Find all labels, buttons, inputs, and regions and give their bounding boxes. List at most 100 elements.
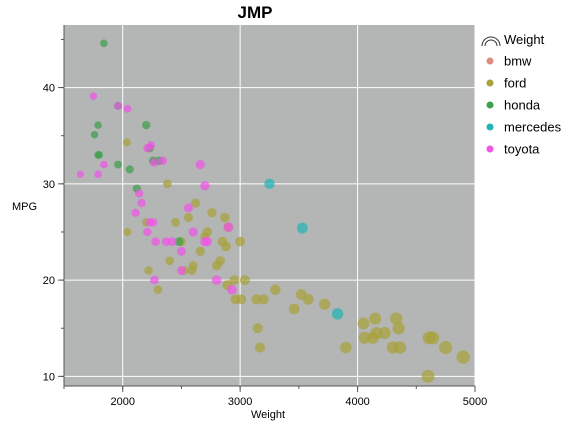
legend-swatch-mercedes (486, 123, 494, 131)
data-point-mercedes (264, 178, 275, 190)
legend-swatch-bmw (486, 57, 494, 65)
data-point-ford (153, 285, 163, 295)
data-point-toyota (137, 198, 146, 208)
data-point-ford (239, 275, 250, 286)
data-point-honda (90, 130, 99, 139)
data-point-ford (144, 266, 153, 275)
data-point-toyota (188, 227, 198, 237)
data-point-ford (252, 323, 263, 334)
data-point-toyota (123, 104, 132, 113)
data-point-toyota (100, 160, 108, 169)
data-point-ford (319, 298, 331, 310)
x-tick-label: 4000 (345, 396, 369, 408)
legend-size-title: Weight (504, 32, 545, 47)
data-point-ford (421, 369, 435, 383)
data-point-ford (215, 256, 225, 266)
y-tick-label: 20 (43, 275, 55, 287)
data-point-ford (188, 261, 198, 271)
legend-label-honda: honda (504, 98, 541, 113)
data-points (76, 39, 471, 383)
data-point-toyota (183, 203, 193, 213)
data-point-honda (100, 39, 108, 48)
data-point-toyota (195, 159, 205, 170)
data-point-ford (195, 246, 205, 256)
data-point-honda (94, 121, 102, 129)
data-point-toyota (200, 236, 210, 247)
data-point-ford (439, 340, 453, 355)
data-point-toyota (150, 275, 159, 285)
data-point-toyota (149, 218, 158, 227)
data-point-toyota (114, 101, 122, 110)
data-point-ford (378, 326, 391, 340)
data-point-ford (207, 208, 217, 218)
data-point-ford (369, 312, 382, 325)
data-point-toyota (135, 189, 144, 198)
chart-title: JMP (238, 3, 273, 22)
data-point-ford (221, 241, 231, 252)
data-point-ford (426, 331, 440, 345)
data-point-ford (255, 342, 266, 353)
data-point-ford (162, 179, 172, 189)
data-point-ford (251, 294, 262, 305)
data-point-ford (165, 256, 175, 266)
data-point-mercedes (296, 222, 308, 234)
legend-label-mercedes: mercedes (504, 120, 562, 135)
data-point-ford (229, 275, 240, 285)
x-tick-label: 3000 (228, 396, 252, 408)
legend-label-ford: ford (504, 76, 526, 91)
y-tick-label: 30 (43, 179, 55, 191)
data-point-mercedes (331, 308, 344, 320)
data-point-toyota (227, 284, 237, 295)
data-point-ford (235, 236, 246, 247)
legend-label-toyota: toyota (504, 142, 540, 157)
legend-size-icon (481, 36, 501, 47)
x-tick-label: 2000 (110, 396, 134, 408)
data-point-ford (358, 331, 371, 344)
plot-area (64, 25, 475, 386)
data-point-ford (123, 227, 132, 236)
data-point-ford (340, 341, 352, 354)
data-point-toyota (158, 156, 167, 166)
legend-swatch-ford (486, 79, 494, 87)
legend: Weight bmw ford honda mercedes toyota (481, 32, 562, 157)
data-point-ford (456, 350, 471, 364)
data-point-toyota (143, 144, 152, 153)
data-point-ford (202, 227, 212, 237)
data-point-ford (171, 217, 180, 227)
data-point-honda (142, 120, 151, 130)
data-point-ford (220, 212, 230, 223)
data-point-toyota (211, 275, 222, 285)
data-point-toyota (94, 170, 102, 178)
y-tick-label: 10 (43, 371, 55, 383)
data-point-toyota (167, 237, 177, 246)
data-point-honda (114, 160, 122, 169)
x-axis-label: Weight (251, 409, 285, 421)
legend-swatch-toyota (486, 145, 494, 153)
data-point-toyota (223, 222, 234, 232)
data-point-toyota (176, 266, 186, 275)
data-point-toyota (150, 158, 159, 167)
data-point-toyota (143, 227, 152, 237)
y-axis-label: MPG (12, 201, 37, 213)
data-point-honda (94, 151, 102, 159)
x-tick-label: 5000 (463, 396, 487, 408)
data-point-ford (357, 317, 370, 330)
data-point-ford (236, 294, 247, 305)
axes: 2000 3000 4000 5000 10 20 30 40 (43, 25, 487, 408)
data-point-ford (270, 284, 281, 295)
y-tick-label: 40 (43, 83, 55, 95)
data-point-toyota (176, 246, 186, 256)
data-point-ford (390, 312, 403, 325)
data-point-honda (174, 237, 184, 247)
data-point-ford (392, 322, 405, 335)
data-point-ford (183, 213, 193, 223)
data-point-ford (393, 341, 407, 354)
data-point-ford (288, 303, 300, 315)
data-point-ford (258, 294, 269, 305)
data-point-toyota (76, 170, 85, 178)
legend-swatch-honda (486, 101, 494, 109)
data-point-ford (302, 293, 314, 305)
data-point-ford (122, 138, 131, 147)
data-point-toyota (89, 92, 98, 100)
